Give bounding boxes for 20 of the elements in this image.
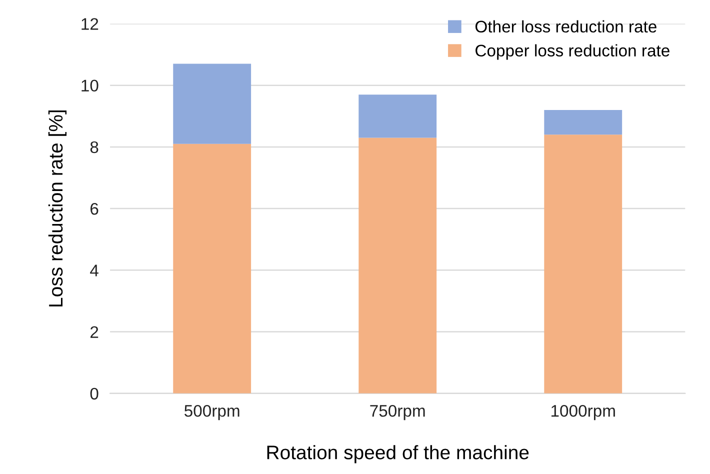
- x-tick-label: 1000rpm: [552, 404, 615, 420]
- legend-label: Other loss reduction rate: [475, 20, 656, 33]
- legend-label: Copper loss reduction rate: [476, 44, 670, 60]
- y-tick-label: 4: [90, 264, 98, 276]
- y-tick-label: 8: [90, 141, 98, 154]
- x-tick-label: 500rpm: [184, 404, 240, 420]
- bar: [173, 144, 252, 394]
- bar: [358, 138, 437, 394]
- y-tick-label: 2: [90, 326, 98, 338]
- y-tick-label: 12: [82, 18, 98, 30]
- x-axis-title: Rotation speed of the machine: [267, 445, 529, 464]
- y-tick-label: 0: [90, 388, 98, 400]
- bar: [544, 110, 622, 135]
- y-tick-label: 6: [90, 202, 98, 215]
- bar: [358, 94, 437, 138]
- y-axis-title: Loss reduction rate [%]: [48, 110, 67, 306]
- bar: [173, 64, 252, 144]
- y-tick-label: 10: [82, 80, 98, 92]
- x-tick-label: 750rpm: [370, 404, 425, 420]
- bar: [544, 134, 622, 394]
